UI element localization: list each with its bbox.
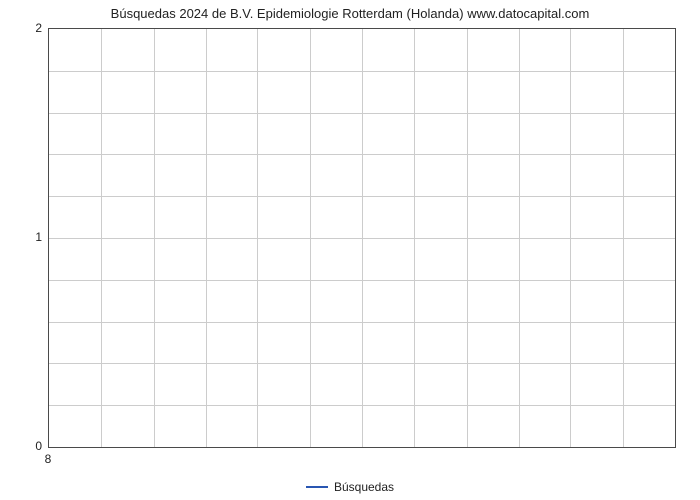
gridline-v (206, 29, 207, 447)
gridline-v (310, 29, 311, 447)
legend-series-swatch (306, 486, 328, 488)
gridline-v (570, 29, 571, 447)
chart-container: Búsquedas 2024 de B.V. Epidemiologie Rot… (0, 0, 700, 500)
x-tick-label: 8 (45, 452, 52, 466)
gridline-v (467, 29, 468, 447)
gridline-v (414, 29, 415, 447)
y-tick-label: 2 (12, 21, 42, 35)
legend: Búsquedas (0, 479, 700, 494)
gridline-v (623, 29, 624, 447)
chart-title: Búsquedas 2024 de B.V. Epidemiologie Rot… (0, 6, 700, 21)
y-tick-label: 1 (12, 230, 42, 244)
gridline-v (101, 29, 102, 447)
gridline-v (154, 29, 155, 447)
gridline-v (362, 29, 363, 447)
plot-area (48, 28, 676, 448)
gridline-v (257, 29, 258, 447)
y-tick-label: 0 (12, 439, 42, 453)
legend-series-label: Búsquedas (334, 480, 394, 494)
gridline-v (519, 29, 520, 447)
